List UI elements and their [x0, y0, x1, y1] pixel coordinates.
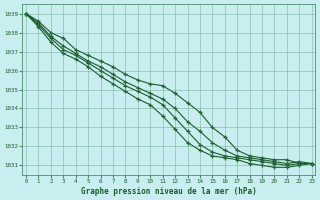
X-axis label: Graphe pression niveau de la mer (hPa): Graphe pression niveau de la mer (hPa) — [81, 187, 257, 196]
